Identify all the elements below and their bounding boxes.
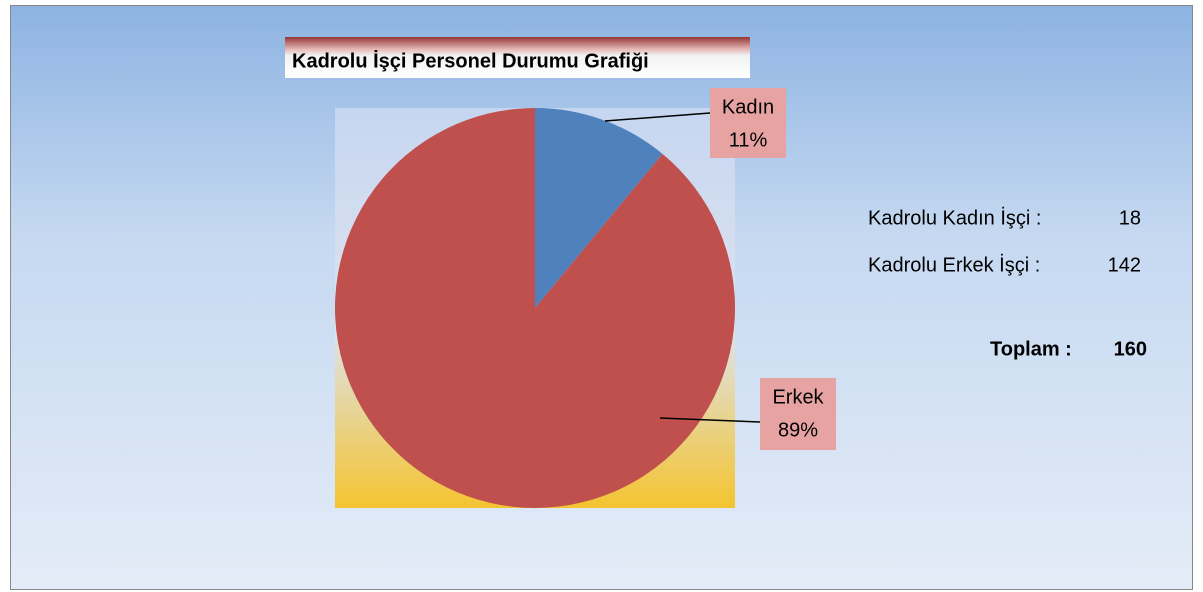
title-box: [285, 37, 750, 78]
leader-line: [604, 112, 711, 122]
data-label-box: [760, 378, 836, 450]
leader-line: [659, 417, 761, 423]
data-label-category: Erkek: [772, 386, 824, 408]
chart-title: Kadrolu İşçi Personel Durumu Grafiği: [292, 49, 649, 72]
annotation-text: Kadrolu Kadın İşçi :: [868, 206, 1041, 229]
annotation-text: Kadrolu Erkek İşçi :: [868, 253, 1040, 276]
data-label-box: [710, 88, 786, 158]
annotation-value: 142: [1108, 254, 1141, 276]
data-label-value: 11%: [729, 129, 768, 151]
pie-slice: [535, 108, 663, 308]
data-label-value: 89%: [778, 419, 818, 441]
data-label-category: Kadın: [722, 96, 774, 118]
annotation-value: 18: [1119, 207, 1141, 229]
annotation-text: Toplam :: [990, 338, 1072, 360]
pie-slice: [334, 108, 736, 508]
annotation-value: 160: [1114, 338, 1147, 360]
